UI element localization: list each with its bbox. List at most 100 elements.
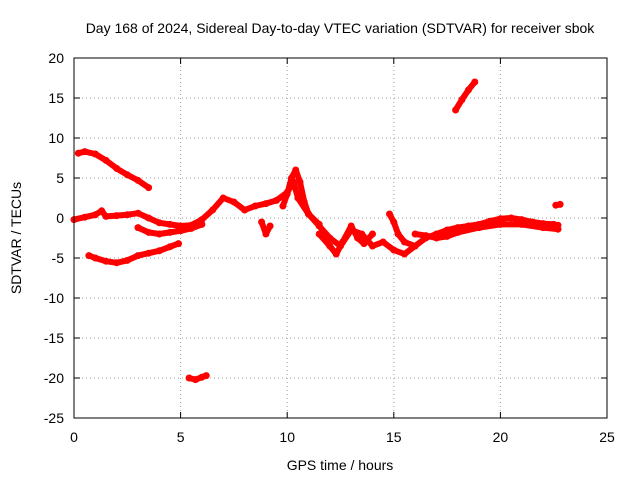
data-point: [262, 230, 270, 238]
data-point: [326, 242, 334, 250]
data-point: [219, 194, 227, 202]
data-point: [464, 86, 472, 94]
data-point: [360, 240, 368, 248]
data-point: [81, 213, 89, 221]
data-point: [241, 206, 249, 214]
data-point: [458, 96, 466, 104]
y-tick-label: -25: [44, 410, 64, 426]
y-tick-label: 15: [48, 90, 64, 106]
data-point: [166, 220, 174, 228]
data-point: [496, 215, 504, 223]
data-point: [134, 224, 142, 232]
data-point: [123, 256, 131, 264]
data-point: [452, 106, 460, 114]
data-point: [266, 222, 274, 230]
data-point: [422, 232, 430, 240]
x-tick-label: 10: [279, 429, 295, 445]
y-tick-label: -5: [52, 250, 65, 266]
data-point: [185, 374, 193, 382]
data-point: [98, 207, 106, 215]
data-point: [102, 257, 110, 265]
data-point: [123, 171, 131, 179]
y-tick-label: -15: [44, 330, 64, 346]
data-point: [292, 166, 300, 174]
data-point: [145, 228, 153, 236]
data-point: [394, 230, 402, 238]
x-tick-label: 25: [599, 429, 615, 445]
data-point: [315, 230, 323, 238]
data-point: [258, 218, 266, 226]
data-point: [198, 216, 206, 224]
chart-title: Day 168 of 2024, Sidereal Day-to-day VTE…: [86, 20, 596, 36]
data-point: [401, 250, 408, 258]
data-point: [192, 376, 199, 384]
data-point: [113, 259, 121, 267]
data-point: [166, 243, 174, 251]
plot-frame: [73, 57, 608, 419]
data-point: [496, 220, 504, 228]
series-lower-17-22: [412, 221, 561, 241]
data-point: [411, 230, 419, 238]
data-point: [81, 148, 89, 156]
data-point: [554, 225, 562, 233]
data-point: [305, 210, 312, 218]
data-series: [70, 78, 564, 384]
data-point: [91, 150, 99, 158]
y-tick-label: 5: [56, 170, 64, 186]
data-point: [202, 372, 210, 380]
data-point: [134, 209, 142, 217]
x-tick-label: 5: [177, 429, 185, 445]
y-axis-label: SDTVAR / TECUs: [8, 182, 24, 294]
data-point: [283, 190, 291, 198]
data-point: [315, 220, 323, 228]
x-tick-label: 20: [493, 429, 509, 445]
data-point: [390, 218, 398, 226]
data-point: [507, 214, 515, 222]
data-point: [294, 194, 302, 202]
data-point: [347, 222, 355, 230]
data-point: [296, 178, 304, 186]
series-arc-top-right: [452, 79, 478, 113]
data-point: [518, 216, 526, 224]
data-point: [369, 242, 376, 250]
data-point: [230, 198, 238, 206]
data-point: [155, 230, 163, 238]
data-point: [475, 224, 483, 232]
data-point: [390, 246, 398, 254]
data-point: [123, 211, 131, 219]
data-point: [177, 222, 185, 230]
data-point: [279, 202, 287, 210]
data-point: [300, 198, 308, 206]
x-tick-label: 15: [386, 429, 402, 445]
data-point: [134, 252, 142, 260]
x-tick-label: 0: [70, 429, 78, 445]
data-point: [145, 249, 153, 257]
grid: [74, 58, 607, 418]
data-point: [556, 200, 564, 208]
data-point: [145, 184, 153, 192]
x-axis-label: GPS time / hours: [287, 457, 394, 473]
y-tick-label: -20: [44, 370, 64, 386]
series-arc-low-left: [85, 240, 182, 266]
y-axis-ticks: -25 -20 -15 -10 -5 0 5 10 15 20: [44, 50, 607, 426]
data-point: [539, 224, 547, 232]
data-point: [175, 240, 182, 248]
data-point: [145, 214, 153, 222]
data-point: [386, 210, 393, 218]
data-point: [369, 230, 376, 238]
data-point: [113, 212, 121, 220]
data-point: [91, 254, 99, 262]
data-point: [102, 156, 110, 164]
data-point: [262, 200, 270, 208]
data-point: [91, 211, 99, 219]
data-point: [209, 206, 217, 214]
data-point: [354, 234, 362, 242]
y-tick-label: -10: [44, 290, 64, 306]
data-point: [134, 176, 142, 184]
data-point: [85, 252, 93, 260]
data-point: [332, 250, 340, 258]
data-point: [102, 212, 110, 220]
data-point: [432, 234, 440, 242]
data-point: [443, 226, 451, 234]
data-point: [187, 221, 195, 229]
